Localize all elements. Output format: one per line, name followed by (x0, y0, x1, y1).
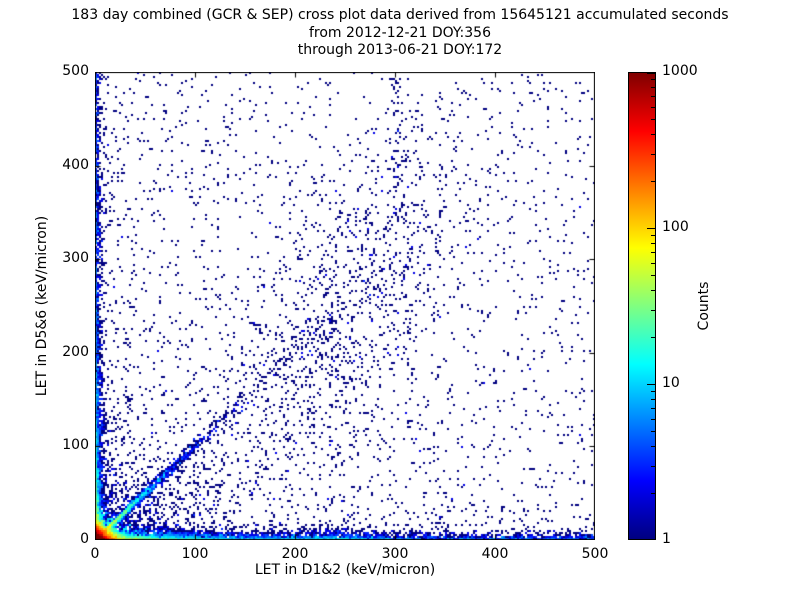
y-tick-label: 500 (62, 63, 89, 79)
colorbar-minor-tick (651, 391, 655, 392)
colorbar (628, 72, 656, 540)
x-tick-label: 500 (581, 546, 609, 562)
colorbar-minor-tick (651, 181, 655, 182)
title-line-3: through 2013-06-21 DOY:172 (297, 42, 503, 58)
x-tick-label: 300 (381, 546, 409, 562)
x-tick-label: 200 (281, 546, 309, 562)
colorbar-minor-tick (651, 419, 655, 420)
chart-title: 183 day combined (GCR & SEP) cross plot … (0, 7, 800, 60)
y-tick-label: 0 (80, 531, 89, 547)
colorbar-tick-label: 1 (662, 531, 671, 547)
colorbar-minor-tick (651, 243, 655, 244)
colorbar-minor-tick (651, 493, 655, 494)
y-tick-label: 300 (62, 250, 89, 267)
colorbar-minor-tick (651, 235, 655, 236)
colorbar-tick-label: 1000 (662, 63, 698, 79)
colorbar-minor-tick (651, 290, 655, 291)
x-tick-label: 0 (90, 546, 100, 562)
colorbar-minor-tick (651, 310, 655, 311)
scatter-plot-canvas (95, 72, 595, 540)
colorbar-major-tick (647, 384, 655, 385)
colorbar-minor-tick (651, 79, 655, 80)
y-axis-label: LET in D5&6 (keV/micron) (34, 215, 50, 397)
title-line-1: 183 day combined (GCR & SEP) cross plot … (71, 7, 729, 23)
colorbar-minor-tick (651, 263, 655, 264)
colorbar-tick-label: 10 (662, 375, 680, 391)
x-tick-label: 100 (181, 546, 209, 562)
colorbar-minor-tick (651, 431, 655, 432)
colorbar-minor-tick (651, 107, 655, 108)
x-axis-label: LET in D1&2 (keV/micron) (254, 562, 436, 578)
colorbar-major-tick (647, 539, 655, 540)
y-tick-label: 200 (62, 343, 89, 360)
colorbar-minor-tick (651, 466, 655, 467)
colorbar-minor-tick (651, 154, 655, 155)
colorbar-label: Counts (696, 281, 712, 331)
y-tick-label: 100 (62, 437, 89, 454)
y-tick-label: 400 (62, 156, 89, 173)
title-line-2: from 2012-12-21 DOY:356 (308, 24, 491, 41)
x-tick-label: 400 (481, 546, 509, 562)
colorbar-minor-tick (651, 134, 655, 135)
colorbar-minor-tick (651, 408, 655, 409)
colorbar-major-tick (647, 228, 655, 229)
colorbar-minor-tick (651, 275, 655, 276)
colorbar-minor-tick (651, 337, 655, 338)
colorbar-minor-tick (651, 96, 655, 97)
colorbar-minor-tick (651, 252, 655, 253)
colorbar-tick-label: 100 (662, 219, 689, 235)
colorbar-minor-tick (651, 87, 655, 88)
colorbar-minor-tick (651, 119, 655, 120)
colorbar-major-tick (647, 72, 655, 74)
colorbar-minor-tick (651, 446, 655, 447)
colorbar-minor-tick (651, 399, 655, 400)
